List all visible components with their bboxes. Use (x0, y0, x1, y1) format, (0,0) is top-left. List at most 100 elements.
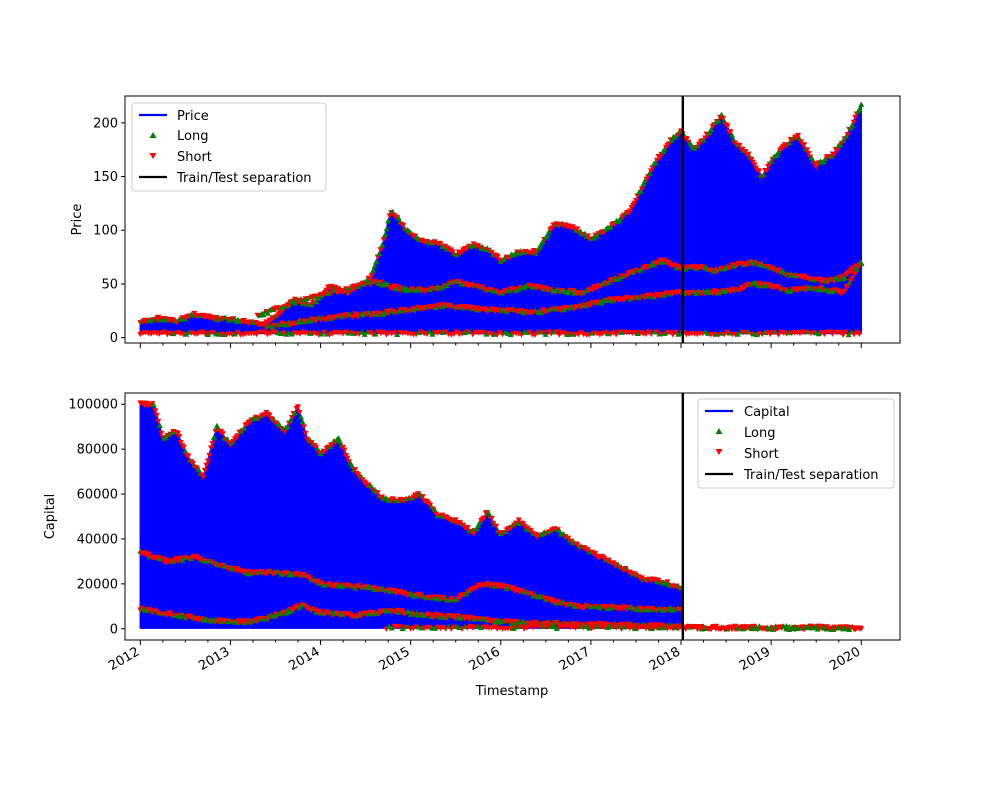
long-marker (594, 623, 601, 629)
long-marker (847, 125, 854, 131)
long-marker (292, 410, 299, 416)
long-marker (383, 225, 390, 232)
short-marker (817, 285, 824, 291)
y-tick-label: 200 (93, 116, 118, 131)
price-legend-long-marker (149, 132, 157, 138)
short-marker (696, 624, 703, 630)
long-marker (718, 111, 725, 117)
long-marker (463, 590, 470, 597)
short-marker (344, 455, 351, 462)
y-tick-label: 100000 (68, 398, 118, 413)
long-marker (379, 242, 386, 248)
short-marker (634, 626, 641, 632)
short-marker (452, 517, 459, 523)
long-marker (544, 232, 551, 239)
long-marker (245, 571, 252, 577)
long-marker (156, 422, 163, 428)
short-marker (849, 275, 856, 282)
short-marker (377, 247, 384, 253)
long-marker (682, 266, 689, 272)
short-marker (561, 331, 568, 337)
capital-axes-frame (124, 392, 901, 641)
capital-legend: Capital Long Short Train/Test separation (697, 398, 895, 489)
long-marker (841, 274, 848, 280)
short-marker (413, 624, 420, 630)
long-marker (605, 279, 612, 286)
short-marker (649, 165, 656, 171)
long-marker (593, 232, 600, 239)
short-marker (748, 156, 755, 163)
long-marker (399, 625, 406, 632)
short-marker (798, 139, 805, 145)
short-marker (329, 442, 336, 448)
price-legend: Price Long Short Train/Test separation (131, 102, 327, 192)
price-y-ticks: 0 50 100 150 200 (93, 116, 125, 346)
long-marker (475, 522, 482, 528)
short-marker (153, 412, 160, 419)
long-marker (284, 423, 291, 430)
short-marker (480, 330, 487, 336)
long-marker (569, 331, 576, 337)
long-marker (370, 267, 377, 273)
long-marker (264, 310, 271, 316)
long-marker (805, 623, 812, 629)
short-marker (775, 332, 782, 338)
short-marker (699, 625, 706, 632)
short-marker (167, 610, 174, 616)
short-marker (724, 123, 731, 130)
price-legend-short-marker (149, 153, 157, 159)
long-marker (843, 133, 850, 139)
short-marker (200, 474, 207, 481)
short-marker (496, 329, 503, 336)
short-marker (610, 330, 617, 336)
long-marker (349, 462, 356, 469)
short-marker (177, 555, 184, 561)
short-marker (396, 623, 403, 630)
long-marker (179, 557, 186, 563)
short-marker (352, 466, 359, 473)
short-marker (199, 329, 206, 336)
short-marker (473, 305, 480, 311)
long-marker (215, 331, 222, 337)
short-marker (155, 418, 162, 425)
price-markers (137, 101, 865, 338)
long-marker (538, 309, 545, 316)
short-marker (180, 332, 187, 338)
long-marker (715, 117, 722, 124)
long-marker (729, 132, 736, 138)
long-marker (607, 605, 614, 611)
short-marker (494, 332, 501, 338)
short-marker (302, 430, 309, 437)
long-marker (590, 234, 597, 241)
long-marker (656, 331, 663, 337)
short-marker (569, 623, 576, 630)
long-marker (477, 624, 484, 631)
long-marker (564, 331, 571, 338)
long-marker (372, 331, 379, 337)
y-tick-label: 150 (93, 170, 118, 185)
long-marker (432, 625, 438, 631)
capital-y-ticks: 0 20000 40000 60000 80000 100000 (68, 398, 125, 637)
price-x-ticks (139, 343, 862, 348)
short-marker (189, 460, 196, 467)
short-marker (736, 142, 743, 149)
short-marker (342, 329, 349, 335)
short-marker (281, 429, 288, 435)
short-marker (672, 262, 679, 268)
short-marker (295, 404, 302, 410)
long-marker (511, 620, 518, 626)
short-marker (575, 331, 582, 338)
short-marker (454, 613, 461, 619)
long-marker (648, 625, 655, 632)
long-marker (661, 292, 668, 298)
short-marker (824, 624, 831, 630)
short-marker (464, 329, 471, 335)
short-marker (367, 330, 374, 336)
long-marker (296, 604, 303, 611)
short-marker (807, 623, 814, 630)
long-marker (204, 331, 211, 337)
long-marker (345, 330, 352, 336)
short-marker (340, 444, 347, 451)
long-marker (834, 624, 841, 631)
